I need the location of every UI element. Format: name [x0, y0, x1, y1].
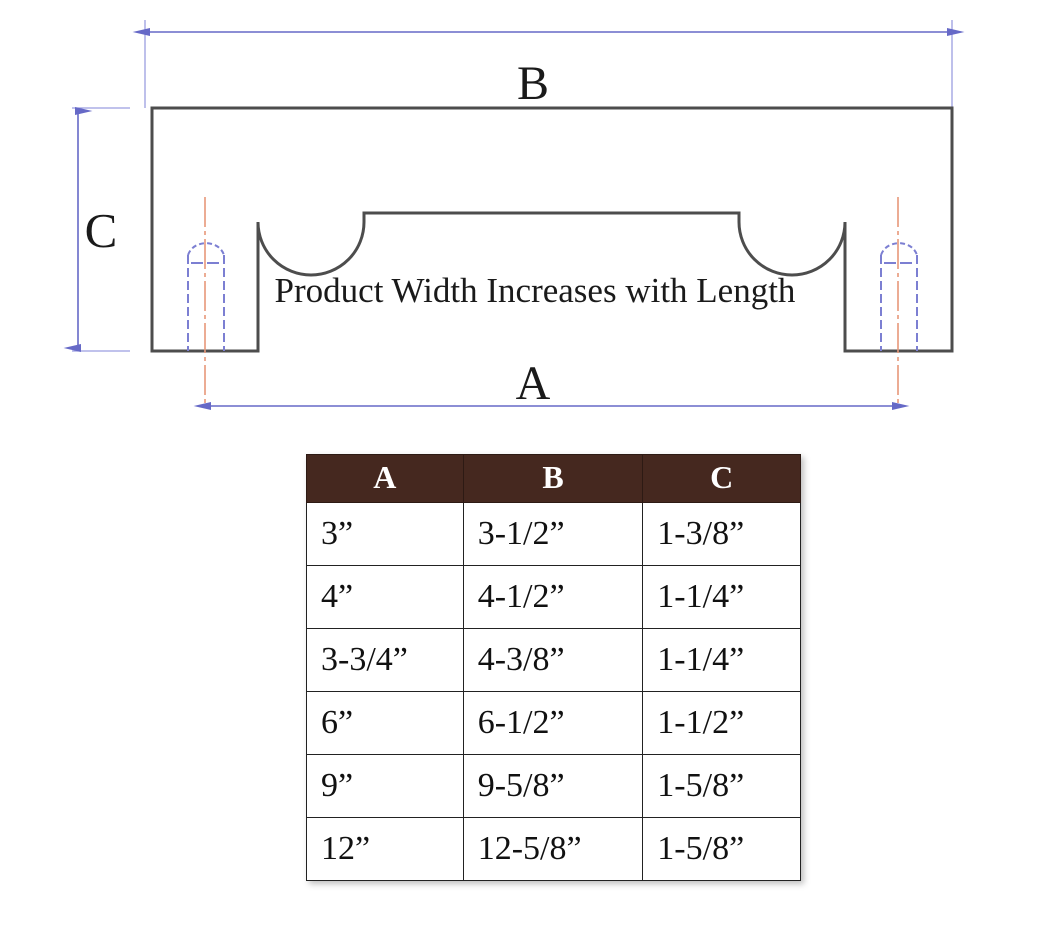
- svg-text:A: A: [516, 357, 551, 410]
- svg-text:Product Width Increases with L: Product Width Increases with Length: [275, 271, 796, 310]
- svg-text:C: C: [85, 203, 118, 258]
- svg-text:B: B: [517, 57, 549, 110]
